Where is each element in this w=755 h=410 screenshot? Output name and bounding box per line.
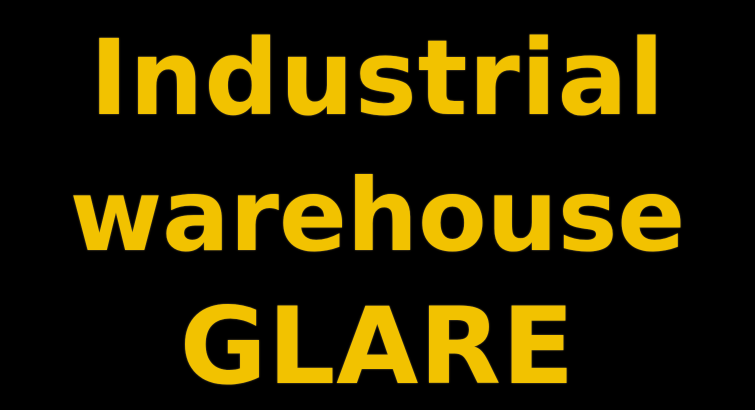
title-line-3: GLARE xyxy=(179,285,576,408)
title-line-1: Industrial xyxy=(89,17,666,139)
title-line-2: warehouse xyxy=(69,157,686,274)
